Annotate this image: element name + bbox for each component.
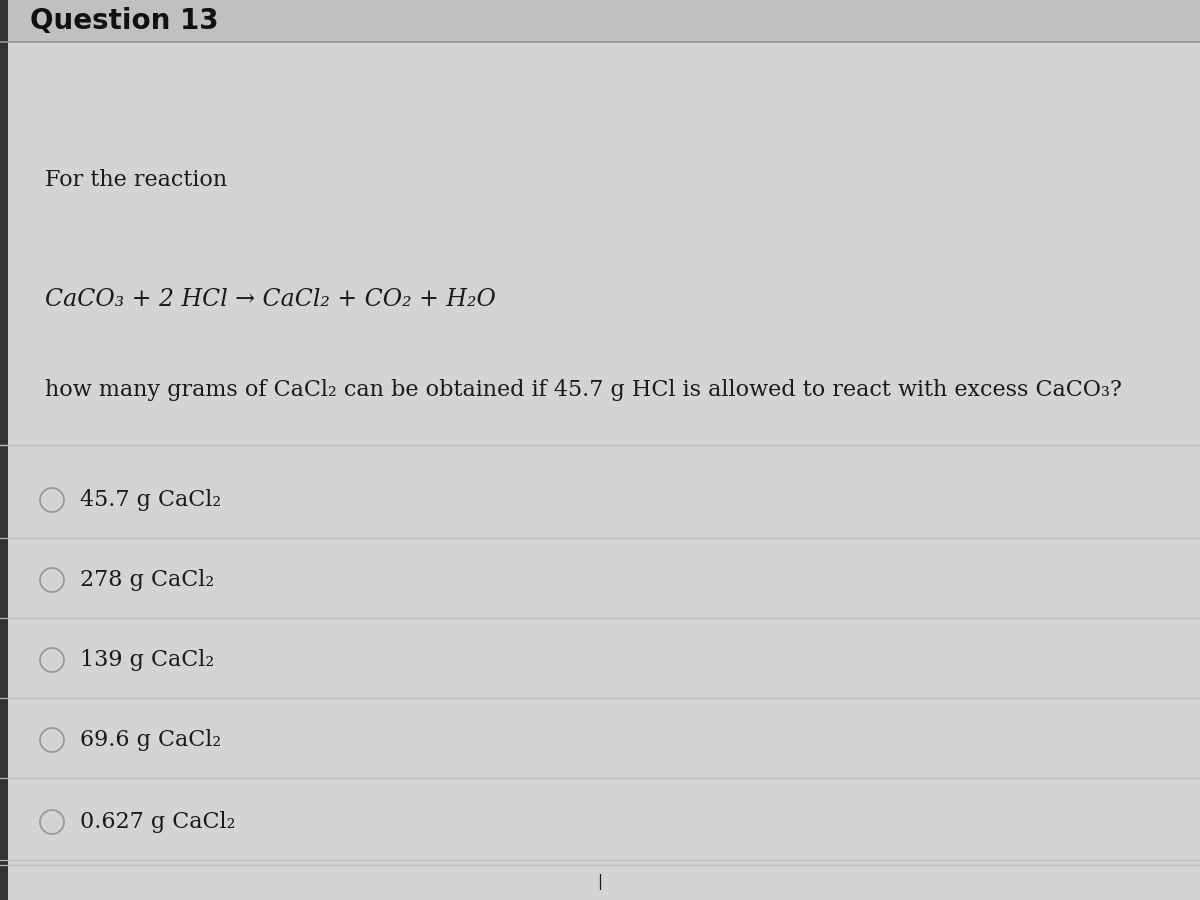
Text: 278 g CaCl₂: 278 g CaCl₂: [80, 569, 214, 591]
Bar: [0, 0, 8, 900]
Text: how many grams of CaCl₂ can be obtained if 45.7 g HCl is allowed to react with e: how many grams of CaCl₂ can be obtained …: [46, 379, 1122, 401]
Text: 69.6 g CaCl₂: 69.6 g CaCl₂: [80, 729, 221, 751]
Text: 139 g CaCl₂: 139 g CaCl₂: [80, 649, 214, 671]
Text: For the reaction: For the reaction: [46, 169, 227, 191]
Text: 45.7 g CaCl₂: 45.7 g CaCl₂: [80, 489, 221, 511]
Text: 0.627 g CaCl₂: 0.627 g CaCl₂: [80, 811, 235, 833]
Text: CaCO₃ + 2 HCl → CaCl₂ + CO₂ + H₂O: CaCO₃ + 2 HCl → CaCl₂ + CO₂ + H₂O: [46, 289, 496, 311]
Text: Question 13: Question 13: [30, 7, 218, 35]
Text: |: |: [598, 874, 602, 890]
Bar: [0, 0, 1200, 42]
